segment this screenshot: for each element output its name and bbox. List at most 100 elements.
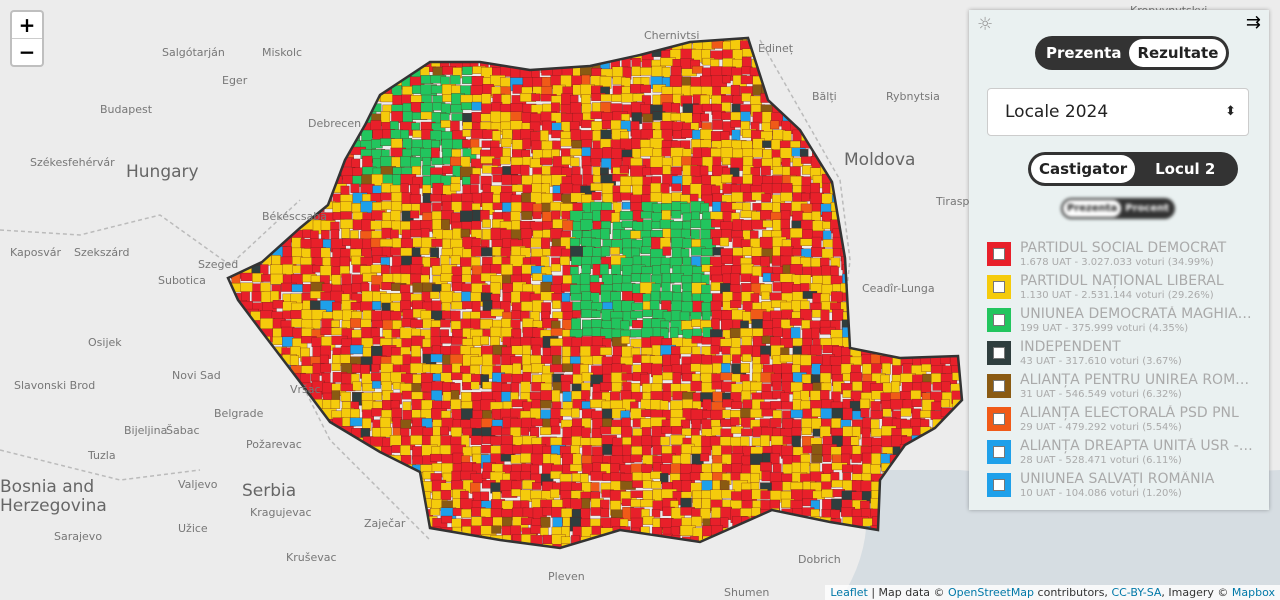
municipality[interactable] xyxy=(719,237,729,247)
legend-item[interactable]: ALIANȚA DREAPTA UNITĂ USR - PMP - FORȚA … xyxy=(987,438,1257,471)
municipality[interactable] xyxy=(721,174,734,184)
municipality[interactable] xyxy=(630,273,642,282)
municipality[interactable] xyxy=(740,408,751,419)
municipality[interactable] xyxy=(310,373,320,382)
municipality[interactable] xyxy=(490,336,500,346)
municipality[interactable] xyxy=(790,481,804,491)
toggle-option[interactable]: Procent xyxy=(1125,203,1170,214)
municipality[interactable] xyxy=(730,300,742,309)
municipality[interactable] xyxy=(611,382,622,393)
municipality[interactable] xyxy=(741,140,753,149)
municipality[interactable] xyxy=(642,113,654,123)
municipality[interactable] xyxy=(611,355,622,365)
municipality[interactable] xyxy=(580,355,594,365)
municipality[interactable] xyxy=(610,247,620,255)
municipality[interactable] xyxy=(460,228,470,238)
municipality[interactable] xyxy=(811,236,822,249)
municipality[interactable] xyxy=(760,354,770,365)
municipality[interactable] xyxy=(261,274,272,282)
municipality[interactable] xyxy=(551,425,561,435)
municipality[interactable] xyxy=(441,219,450,230)
municipality[interactable] xyxy=(522,283,533,293)
municipality[interactable] xyxy=(390,210,401,223)
municipality[interactable] xyxy=(881,363,891,375)
municipality[interactable] xyxy=(761,291,770,300)
municipality[interactable] xyxy=(659,400,669,411)
municipality[interactable] xyxy=(750,381,763,391)
municipality[interactable] xyxy=(752,363,762,375)
municipality[interactable] xyxy=(431,463,443,472)
municipality[interactable] xyxy=(272,300,284,309)
municipality[interactable] xyxy=(440,489,452,500)
municipality[interactable] xyxy=(692,65,704,74)
municipality[interactable] xyxy=(720,338,733,347)
municipality[interactable] xyxy=(810,182,820,195)
municipality[interactable] xyxy=(890,381,900,394)
legend-checkbox[interactable] xyxy=(993,281,1005,293)
municipality[interactable] xyxy=(632,472,644,482)
municipality[interactable] xyxy=(511,488,521,497)
leaflet-link[interactable]: Leaflet xyxy=(830,586,868,599)
legend-swatch[interactable] xyxy=(987,440,1011,464)
municipality[interactable] xyxy=(730,417,740,426)
municipality[interactable] xyxy=(731,67,743,77)
municipality[interactable] xyxy=(501,435,513,446)
municipality[interactable] xyxy=(532,211,542,219)
municipality[interactable] xyxy=(302,284,312,293)
legend-checkbox[interactable] xyxy=(993,347,1005,359)
municipality[interactable] xyxy=(350,344,364,355)
municipality[interactable] xyxy=(831,309,844,321)
municipality[interactable] xyxy=(642,219,653,232)
municipality[interactable] xyxy=(600,228,610,240)
municipality[interactable] xyxy=(300,238,313,250)
municipality[interactable] xyxy=(442,165,453,175)
municipality[interactable] xyxy=(641,59,652,69)
municipality[interactable] xyxy=(581,401,592,410)
municipality[interactable] xyxy=(531,93,541,102)
municipality[interactable] xyxy=(722,75,731,84)
municipality[interactable] xyxy=(440,372,453,383)
municipality[interactable] xyxy=(462,301,473,310)
municipality[interactable] xyxy=(730,273,740,286)
municipality[interactable] xyxy=(642,309,653,317)
municipality[interactable] xyxy=(680,453,691,466)
municipality[interactable] xyxy=(461,266,472,276)
municipality[interactable] xyxy=(731,401,743,410)
municipality[interactable] xyxy=(732,292,742,302)
municipality[interactable] xyxy=(730,472,742,481)
municipality[interactable] xyxy=(650,409,665,419)
municipality[interactable] xyxy=(630,310,644,319)
municipality[interactable] xyxy=(661,193,673,205)
municipality[interactable] xyxy=(912,374,925,383)
municipality[interactable] xyxy=(552,140,561,151)
municipality[interactable] xyxy=(569,464,582,472)
municipality[interactable] xyxy=(362,155,373,169)
municipality[interactable] xyxy=(291,284,304,293)
municipality[interactable] xyxy=(540,527,549,537)
municipality[interactable] xyxy=(370,193,383,203)
municipality[interactable] xyxy=(721,102,731,112)
municipality[interactable] xyxy=(491,463,505,473)
municipality[interactable] xyxy=(571,140,583,149)
municipality[interactable] xyxy=(450,310,461,323)
municipality[interactable] xyxy=(530,427,540,438)
municipality[interactable] xyxy=(669,75,683,87)
municipality[interactable] xyxy=(570,129,582,142)
municipality[interactable] xyxy=(551,389,561,403)
municipality[interactable] xyxy=(399,284,411,294)
municipality[interactable] xyxy=(750,472,760,483)
municipality[interactable] xyxy=(551,320,561,329)
municipality[interactable] xyxy=(471,101,482,111)
municipality[interactable] xyxy=(710,345,720,355)
municipality[interactable] xyxy=(601,120,611,129)
municipality[interactable] xyxy=(461,508,472,518)
municipality[interactable] xyxy=(859,398,870,410)
municipality[interactable] xyxy=(731,463,743,474)
municipality[interactable] xyxy=(792,419,802,429)
municipality[interactable] xyxy=(770,401,782,410)
municipality[interactable] xyxy=(492,202,503,210)
municipality[interactable] xyxy=(492,354,501,365)
municipality[interactable] xyxy=(430,508,441,516)
municipality[interactable] xyxy=(632,320,644,329)
municipality[interactable] xyxy=(540,426,552,436)
